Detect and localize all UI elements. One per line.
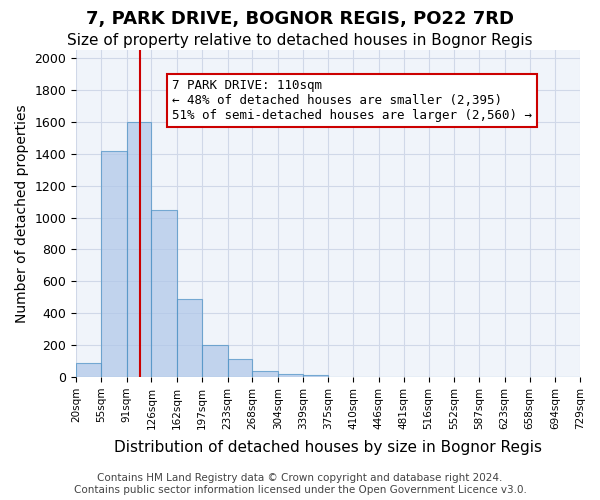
Bar	[303, 374, 328, 377]
Text: Contains HM Land Registry data © Crown copyright and database right 2024.
Contai: Contains HM Land Registry data © Crown c…	[74, 474, 526, 495]
Bar	[202, 345, 227, 377]
Bar	[253, 370, 278, 377]
Bar	[127, 122, 151, 377]
X-axis label: Distribution of detached houses by size in Bognor Regis: Distribution of detached houses by size …	[114, 440, 542, 455]
Text: 7, PARK DRIVE, BOGNOR REGIS, PO22 7RD: 7, PARK DRIVE, BOGNOR REGIS, PO22 7RD	[86, 10, 514, 28]
Bar	[76, 364, 101, 377]
Bar	[101, 152, 127, 377]
Bar	[151, 210, 177, 377]
Text: 7 PARK DRIVE: 110sqm
← 48% of detached houses are smaller (2,395)
51% of semi-de: 7 PARK DRIVE: 110sqm ← 48% of detached h…	[172, 80, 532, 122]
Text: Size of property relative to detached houses in Bognor Regis: Size of property relative to detached ho…	[67, 32, 533, 48]
Y-axis label: Number of detached properties: Number of detached properties	[15, 104, 29, 323]
Bar	[278, 374, 303, 377]
Bar	[227, 360, 253, 377]
Bar	[177, 299, 202, 377]
